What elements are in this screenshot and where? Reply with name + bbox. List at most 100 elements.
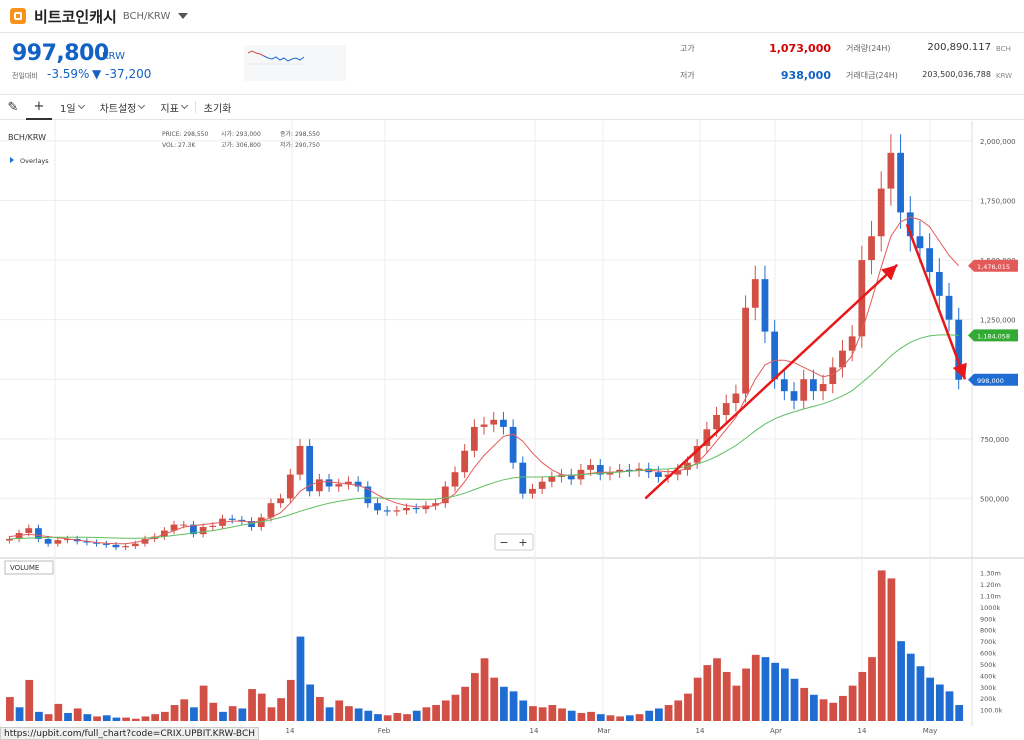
high-value: 1,073,000: [769, 42, 831, 55]
volume-bar: [829, 702, 838, 721]
candle-body: [693, 445, 701, 463]
volume-bar: [248, 689, 256, 721]
volume-bar: [868, 657, 876, 721]
volume-bar: [267, 707, 276, 721]
volume-bar: [374, 714, 382, 721]
candle-body: [722, 403, 730, 415]
zoom-in-button[interactable]: +: [518, 536, 527, 549]
volume-bar: [432, 705, 440, 721]
candle-body: [345, 481, 352, 485]
amount-24h-unit: KRW: [996, 72, 1013, 80]
volume-bar: [877, 570, 886, 721]
volume-bar: [296, 636, 305, 721]
candle-body: [374, 503, 381, 511]
volume-bar: [606, 715, 615, 721]
candle-body: [810, 379, 817, 392]
volume-tick-label: 700k: [980, 638, 996, 646]
volume-bar: [44, 714, 53, 721]
x-tick-label: Mar: [597, 727, 610, 735]
candle-body: [819, 384, 827, 392]
volume-bar: [819, 699, 828, 721]
indicators-label: 지표: [160, 103, 179, 115]
candle-body: [160, 530, 168, 537]
volume-bar: [529, 706, 537, 721]
candle-body: [509, 426, 517, 463]
candle-body: [480, 424, 488, 427]
x-tick-label: 14: [696, 727, 705, 735]
x-tick-label: 14: [858, 727, 867, 735]
volume-bar: [306, 684, 315, 721]
volume-bar: [219, 711, 227, 721]
candle-body: [877, 188, 885, 237]
volume-tick-label: 1.20m: [980, 581, 1001, 589]
y-tick-label: 750,000: [980, 436, 1009, 444]
candle-body: [500, 419, 507, 427]
chart-symbol-label: BCH/KRW: [8, 133, 46, 142]
volume-bar: [761, 657, 770, 721]
volume-bar: [93, 716, 101, 721]
candle-body: [248, 521, 255, 528]
candle-body: [945, 295, 953, 320]
volume-bar: [393, 713, 402, 721]
candle-body: [286, 474, 294, 499]
volume-bar: [403, 714, 411, 721]
volume-bar: [131, 718, 140, 721]
reset-button[interactable]: 초기화: [203, 103, 232, 115]
candle-body: [490, 419, 498, 425]
volume-bar: [73, 708, 82, 721]
x-tick-label: Apr: [770, 727, 782, 735]
candle-body: [713, 415, 720, 430]
zoom-out-button[interactable]: −: [499, 536, 508, 549]
volume-bar: [257, 693, 266, 721]
status-bar-url: https://upbit.com/full_chart?code=CRIX.U…: [0, 727, 259, 740]
candle-body: [190, 524, 197, 535]
pencil-icon[interactable]: ✎: [7, 99, 19, 115]
volume-bar: [238, 708, 247, 721]
info-high: 고가: 306,800: [221, 141, 261, 149]
coin-pair: BCH/KRW: [122, 10, 171, 22]
volume-bar: [170, 705, 179, 721]
last-price-tag-text: 998,000: [977, 377, 1004, 385]
candle-body: [771, 331, 779, 380]
volume-bar: [722, 671, 731, 721]
candle-body: [519, 462, 527, 494]
candle-body: [926, 248, 934, 272]
crosshair-icon[interactable]: +: [26, 95, 52, 120]
indicators-dropdown[interactable]: 지표: [152, 100, 194, 115]
volume-bar: [209, 702, 218, 721]
y-tick-label: 1,750,000: [980, 198, 1016, 206]
candle-body: [596, 465, 604, 475]
volume-bar: [751, 654, 760, 721]
candle-body: [955, 319, 963, 380]
candle-body: [209, 525, 217, 528]
volume-tick-label: 1000k: [980, 604, 1001, 612]
volume-bar: [693, 677, 702, 721]
volume-bar: [732, 685, 741, 721]
chart-toolbar: ✎ + 1일 차트설정 지표 초기화: [0, 95, 1024, 120]
price-chart[interactable]: 14 Feb 14 Mar 14 Apr 14 May 2,000,000 1,750,000 1,…: [0, 121, 1024, 740]
period-dropdown[interactable]: 1일: [52, 100, 92, 115]
change-amount: ▼ -37,200: [92, 67, 152, 81]
period-label: 1일: [60, 103, 76, 115]
zoom-control[interactable]: [494, 533, 534, 551]
overlays-label: Overlays: [20, 157, 49, 165]
volume-bar: [548, 705, 557, 721]
x-tick-label: 14: [286, 727, 295, 735]
candle-body: [432, 503, 440, 506]
candle-body: [325, 479, 333, 487]
ma-short-tag-text: 1,476,015: [977, 263, 1010, 271]
coin-select-caret-icon[interactable]: [178, 13, 189, 19]
candle-body: [732, 393, 740, 404]
candle-body: [780, 379, 788, 392]
info-open: 시가: 293,000: [221, 130, 261, 138]
candle-body: [674, 469, 682, 475]
volume-bar: [577, 713, 586, 721]
candle-body: [93, 542, 100, 544]
candle-body: [64, 538, 71, 541]
volume-bar: [286, 679, 295, 721]
chart-settings-dropdown[interactable]: 차트설정: [92, 100, 153, 115]
volume-bar: [780, 668, 789, 721]
candle-body: [277, 498, 285, 504]
volume-tick-label: 500k: [980, 661, 996, 669]
candle-body: [529, 488, 536, 494]
